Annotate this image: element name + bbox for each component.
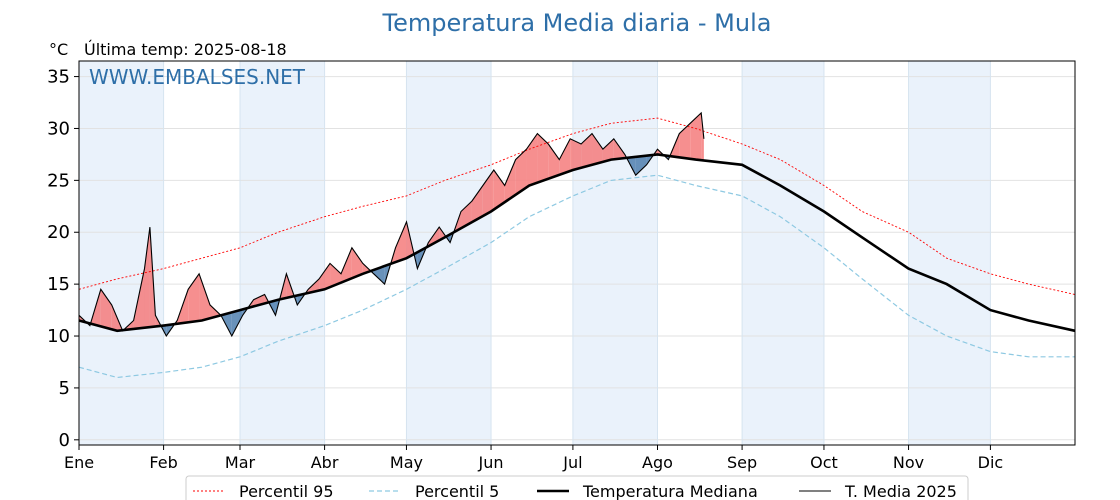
above-median-fill bbox=[482, 169, 494, 217]
y-tick-label: 5 bbox=[59, 378, 70, 399]
series-lines bbox=[78, 111, 1076, 379]
above-median-fill bbox=[395, 221, 407, 263]
above-median-fill bbox=[690, 112, 702, 161]
above-median-fill bbox=[613, 138, 625, 160]
p5-line bbox=[78, 174, 1075, 379]
legend-label: Percentil 95 bbox=[239, 482, 334, 500]
below-median-fill bbox=[373, 265, 385, 285]
x-tick-label: Ene bbox=[64, 453, 94, 472]
watermark: WWW.EMBALSES.NET bbox=[89, 65, 306, 89]
grid-lines bbox=[78, 61, 1075, 445]
legend-label: Temperatura Mediana bbox=[582, 482, 758, 500]
above-median-fill bbox=[701, 112, 704, 161]
month-band bbox=[742, 61, 824, 445]
unit-label: °C bbox=[49, 40, 68, 59]
above-median-fill bbox=[537, 133, 549, 183]
x-tick-label: Mar bbox=[225, 453, 256, 472]
x-tick-label: Ago bbox=[642, 453, 673, 472]
month-band bbox=[572, 61, 658, 445]
x-tick-label: Oct bbox=[810, 453, 838, 472]
above-median-fill bbox=[351, 247, 363, 279]
year-2025-line bbox=[78, 111, 705, 338]
y-tick-label: 20 bbox=[47, 222, 70, 243]
y-axis: 0 5 10 15 20 25 30 35 bbox=[47, 67, 79, 451]
above-median-fill bbox=[100, 289, 112, 330]
x-tick-label: Jul bbox=[562, 453, 582, 472]
x-tick-label: Abr bbox=[311, 453, 339, 472]
above-median-fill bbox=[526, 133, 538, 188]
month-bands bbox=[79, 61, 991, 445]
above-median-fill bbox=[602, 138, 614, 162]
x-tick-label: Sep bbox=[727, 453, 757, 472]
median-line bbox=[78, 153, 1076, 333]
legend: Percentil 95 Percentil 5 Temperatura Media… bbox=[185, 475, 969, 500]
above-median-fill bbox=[319, 263, 331, 291]
x-tick-label: Feb bbox=[149, 453, 177, 472]
y-tick-label: 30 bbox=[47, 118, 70, 139]
above-median-fill bbox=[592, 133, 603, 165]
month-band bbox=[239, 61, 325, 445]
above-median-fill bbox=[461, 201, 472, 229]
above-median-fill bbox=[330, 263, 341, 288]
above-median-fill bbox=[679, 123, 691, 159]
above-median-fill bbox=[548, 144, 560, 179]
chart-title: Temperatura Media diaria - Mula bbox=[382, 9, 772, 37]
y-tick-label: 25 bbox=[47, 170, 70, 191]
above-median-fill bbox=[504, 159, 516, 203]
above-median-fill bbox=[199, 273, 210, 321]
above-median-fill bbox=[570, 138, 582, 171]
legend-box bbox=[185, 475, 969, 500]
y-tick-label: 35 bbox=[47, 67, 70, 88]
x-tick-label: Dic bbox=[978, 453, 1004, 472]
x-tick-label: Nov bbox=[893, 453, 924, 472]
x-tick-label: Jun bbox=[478, 453, 504, 472]
last-temp-label: Última temp: 2025-08-18 bbox=[84, 40, 287, 59]
y-tick-label: 15 bbox=[47, 274, 70, 295]
x-tick-label: May bbox=[390, 453, 423, 472]
above-median-fill bbox=[144, 227, 150, 328]
month-band bbox=[908, 61, 991, 445]
legend-label: Percentil 5 bbox=[415, 482, 499, 500]
above-median-fill bbox=[559, 138, 571, 175]
y-tick-label: 10 bbox=[47, 326, 70, 347]
above-median-fill bbox=[471, 185, 483, 223]
below-median-fill bbox=[635, 155, 647, 176]
plot-frame bbox=[78, 60, 1076, 446]
below-median-fill bbox=[231, 309, 243, 337]
above-median-fill bbox=[581, 133, 593, 168]
above-median-fill bbox=[340, 247, 352, 283]
above-median-fill bbox=[308, 278, 320, 293]
legend-label: T. Media 2025 bbox=[844, 482, 957, 500]
above-median-fill bbox=[493, 169, 505, 210]
above-median-fill bbox=[515, 149, 527, 195]
y-tick-label: 0 bbox=[59, 430, 70, 451]
x-axis: Ene Feb Mar Abr May Jun Jul Ago Sep Oct Nov Dic bbox=[64, 445, 1003, 472]
